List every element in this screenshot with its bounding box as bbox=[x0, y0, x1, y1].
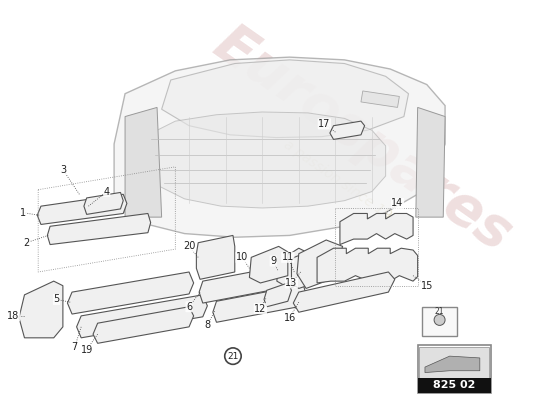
Polygon shape bbox=[293, 272, 395, 312]
Text: a passion since 1985: a passion since 1985 bbox=[280, 138, 408, 233]
Polygon shape bbox=[317, 248, 417, 283]
Polygon shape bbox=[292, 252, 315, 288]
Polygon shape bbox=[330, 121, 365, 140]
Text: 21: 21 bbox=[435, 307, 444, 316]
Polygon shape bbox=[47, 214, 151, 244]
Polygon shape bbox=[340, 214, 413, 244]
FancyBboxPatch shape bbox=[420, 347, 489, 378]
Polygon shape bbox=[141, 112, 386, 208]
FancyBboxPatch shape bbox=[417, 378, 491, 393]
Polygon shape bbox=[213, 285, 306, 322]
Text: 16: 16 bbox=[283, 313, 296, 323]
Text: 11: 11 bbox=[282, 252, 294, 262]
Text: 19: 19 bbox=[80, 345, 93, 355]
FancyBboxPatch shape bbox=[417, 345, 491, 393]
Text: 20: 20 bbox=[183, 241, 195, 251]
Text: 4: 4 bbox=[104, 186, 110, 196]
Text: 1: 1 bbox=[20, 208, 26, 218]
Text: 825 02: 825 02 bbox=[433, 380, 475, 390]
Text: 15: 15 bbox=[421, 281, 433, 291]
Polygon shape bbox=[114, 57, 445, 237]
Text: 9: 9 bbox=[270, 256, 276, 266]
Polygon shape bbox=[264, 283, 292, 307]
Polygon shape bbox=[361, 91, 399, 108]
Text: Eurospares: Eurospares bbox=[204, 16, 522, 262]
Polygon shape bbox=[196, 236, 235, 279]
Text: 5: 5 bbox=[53, 294, 59, 304]
Circle shape bbox=[434, 314, 445, 325]
FancyBboxPatch shape bbox=[422, 307, 457, 336]
Text: 6: 6 bbox=[186, 302, 192, 312]
Text: 14: 14 bbox=[392, 198, 404, 208]
Text: 7: 7 bbox=[72, 342, 78, 352]
Polygon shape bbox=[68, 272, 194, 314]
Circle shape bbox=[225, 348, 241, 364]
Text: 18: 18 bbox=[7, 311, 20, 321]
Polygon shape bbox=[19, 281, 63, 338]
Text: 10: 10 bbox=[236, 252, 248, 262]
Polygon shape bbox=[76, 295, 207, 338]
Text: 3: 3 bbox=[60, 164, 66, 174]
Text: 8: 8 bbox=[204, 320, 211, 330]
Polygon shape bbox=[416, 108, 445, 217]
Text: 13: 13 bbox=[285, 278, 298, 288]
Text: 2: 2 bbox=[23, 238, 30, 248]
Polygon shape bbox=[37, 194, 127, 224]
Polygon shape bbox=[297, 240, 343, 288]
Polygon shape bbox=[93, 307, 194, 343]
Polygon shape bbox=[277, 248, 310, 288]
Text: 21: 21 bbox=[227, 352, 239, 361]
Text: 17: 17 bbox=[318, 119, 331, 129]
Polygon shape bbox=[125, 108, 162, 217]
Polygon shape bbox=[84, 192, 123, 214]
Polygon shape bbox=[162, 60, 409, 138]
Polygon shape bbox=[249, 246, 288, 283]
Polygon shape bbox=[425, 356, 480, 372]
Polygon shape bbox=[199, 265, 293, 303]
Text: 12: 12 bbox=[254, 304, 267, 314]
